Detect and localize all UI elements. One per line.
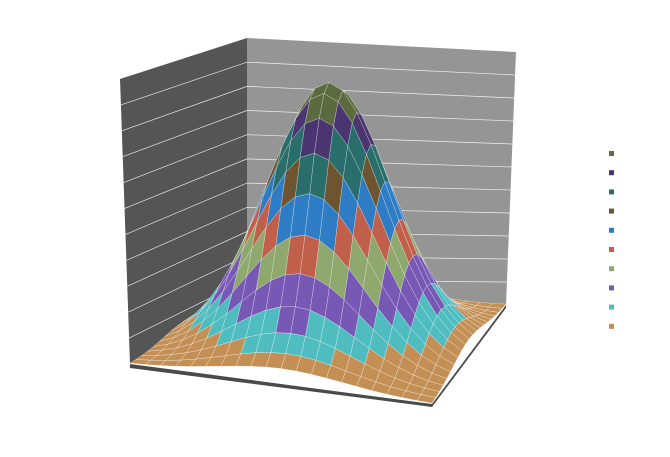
legend-swatch (609, 247, 614, 252)
legend-swatch (609, 208, 614, 214)
wall-gridline (120, 61, 516, 106)
legend-swatch (609, 227, 614, 233)
wall-gridline (122, 110, 514, 158)
legend-swatch (609, 304, 614, 310)
wall-gridline (123, 134, 513, 183)
legend-swatch (609, 151, 614, 156)
surface-cell (129, 359, 152, 365)
wall-gridline (124, 158, 512, 209)
wall-gridline (126, 206, 510, 261)
legend-swatch (609, 323, 614, 329)
legend-swatch (609, 170, 614, 176)
floor-right-edge (432, 305, 506, 407)
legend-swatch (609, 266, 614, 272)
wall-gridline (125, 182, 511, 235)
wall-gridline (121, 86, 515, 132)
legend-swatch (609, 285, 614, 291)
side-wall (120, 38, 247, 364)
floor-front-edge (130, 364, 432, 407)
surface-plot (129, 82, 507, 404)
chart-legend (609, 151, 614, 329)
legend-swatch (609, 189, 614, 195)
